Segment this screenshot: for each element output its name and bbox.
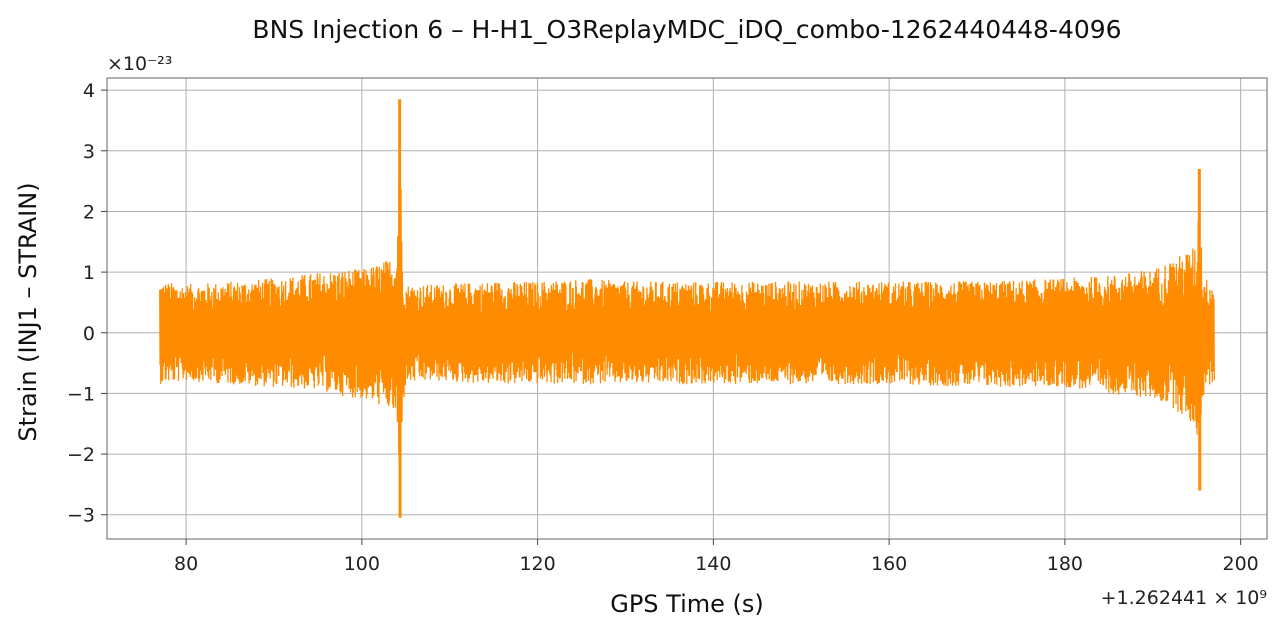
plot-frame — [106, 77, 1268, 540]
x-tick-label: 120 — [519, 553, 555, 575]
y-tick-label: −2 — [67, 444, 95, 466]
y-axis-ticks: −3 −2 −1 0 1 2 3 4 — [67, 80, 107, 527]
x-axis-ticks: 80 100 120 140 160 180 200 — [174, 539, 1259, 575]
x-tick-label: 200 — [1223, 553, 1259, 575]
y-tick-label: 1 — [83, 262, 95, 284]
y-tick-label: 2 — [83, 201, 95, 223]
x-tick-label: 180 — [1047, 553, 1083, 575]
x-tick-label: 80 — [174, 553, 198, 575]
x-axis-offset: +1.262441 × 10⁹ — [1101, 587, 1267, 609]
x-axis-label: GPS Time (s) — [610, 590, 764, 618]
y-tick-label: −3 — [67, 505, 95, 527]
y-tick-label: −1 — [67, 383, 95, 405]
x-tick-label: 160 — [871, 553, 907, 575]
y-axis-multiplier: ×10⁻²³ — [107, 53, 172, 75]
series-line — [159, 172, 1215, 464]
chart-title: BNS Injection 6 – H-H1_O3ReplayMDC_iDQ_c… — [252, 15, 1121, 44]
x-tick-label: 100 — [344, 553, 380, 575]
x-tick-label: 140 — [695, 553, 731, 575]
y-tick-label: 3 — [83, 141, 95, 163]
plot-area — [159, 99, 1215, 518]
series-strain — [159, 99, 1215, 518]
y-tick-label: 4 — [83, 80, 95, 102]
y-axis-label: Strain (INJ1 – STRAIN) — [14, 182, 42, 441]
y-tick-label: 0 — [83, 323, 95, 345]
